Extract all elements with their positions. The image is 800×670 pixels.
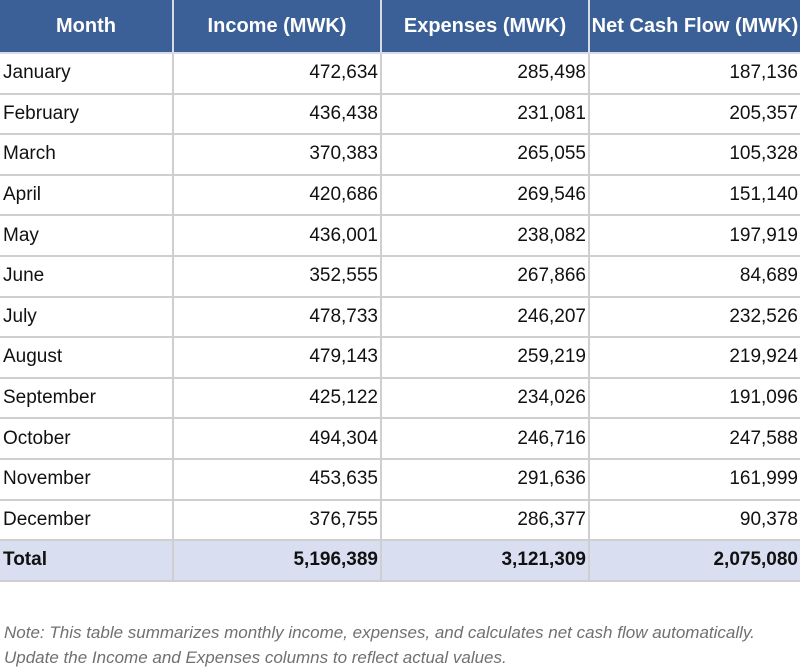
amount-cell: 472,634 <box>174 54 382 95</box>
amount-cell: 197,919 <box>590 216 800 257</box>
amount-cell: 376,755 <box>174 500 382 542</box>
amount-cell: 219,924 <box>590 338 800 379</box>
amount-cell: 151,140 <box>590 176 800 217</box>
amount-cell: 436,438 <box>174 94 382 136</box>
amount-cell: 291,636 <box>382 460 590 501</box>
amount-cell: 90,378 <box>590 501 800 542</box>
amount-cell: 84,689 <box>590 257 800 298</box>
cash-flow-table: Month Income (MWK) Expenses (MWK) Net Cash … <box>0 0 800 582</box>
amount-cell: 265,055 <box>382 135 590 176</box>
amount-cell: 161,999 <box>590 460 800 501</box>
month-cell: October <box>0 419 174 460</box>
month-cell: December <box>0 500 174 542</box>
amount-cell: 231,081 <box>382 94 590 136</box>
amount-cell: 105,328 <box>590 135 800 176</box>
month-cell: May <box>0 216 174 257</box>
total-amount: 5,196,389 <box>174 541 382 582</box>
amount-cell: 478,733 <box>174 297 382 339</box>
amount-cell: 453,635 <box>174 460 382 501</box>
month-cell: July <box>0 297 174 339</box>
amount-cell: 269,546 <box>382 175 590 217</box>
column-header: Expenses (MWK) <box>382 0 590 54</box>
amount-cell: 285,498 <box>382 54 590 95</box>
amount-cell: 436,001 <box>174 216 382 257</box>
month-cell: April <box>0 175 174 217</box>
amount-cell: 187,136 <box>590 54 800 95</box>
amount-cell: 420,686 <box>174 175 382 217</box>
amount-cell: 479,143 <box>174 338 382 379</box>
amount-cell: 425,122 <box>174 378 382 420</box>
amount-cell: 234,026 <box>382 378 590 420</box>
amount-cell: 286,377 <box>382 500 590 542</box>
amount-cell: 352,555 <box>174 257 382 298</box>
total-amount: 3,121,309 <box>382 541 590 582</box>
month-cell: November <box>0 460 174 501</box>
month-cell: September <box>0 378 174 420</box>
amount-cell: 259,219 <box>382 338 590 379</box>
amount-cell: 246,716 <box>382 419 590 460</box>
total-amount: 2,075,080 <box>590 541 800 582</box>
amount-cell: 232,526 <box>590 298 800 339</box>
column-header: Month <box>0 0 174 54</box>
month-cell: August <box>0 338 174 379</box>
month-cell: January <box>0 54 174 95</box>
month-cell: March <box>0 135 174 176</box>
amount-cell: 246,207 <box>382 297 590 339</box>
column-header: Income (MWK) <box>174 0 382 54</box>
month-cell: February <box>0 94 174 136</box>
amount-cell: 494,304 <box>174 419 382 460</box>
amount-cell: 247,588 <box>590 419 800 460</box>
column-header: Net Cash Flow (MWK) <box>590 0 800 54</box>
amount-cell: 370,383 <box>174 135 382 176</box>
total-label: Total <box>0 541 174 582</box>
month-cell: June <box>0 257 174 298</box>
amount-cell: 238,082 <box>382 216 590 257</box>
table-note: Note: This table summarizes monthly inco… <box>4 623 755 667</box>
amount-cell: 205,357 <box>590 95 800 136</box>
amount-cell: 267,866 <box>382 257 590 298</box>
amount-cell: 191,096 <box>590 379 800 420</box>
